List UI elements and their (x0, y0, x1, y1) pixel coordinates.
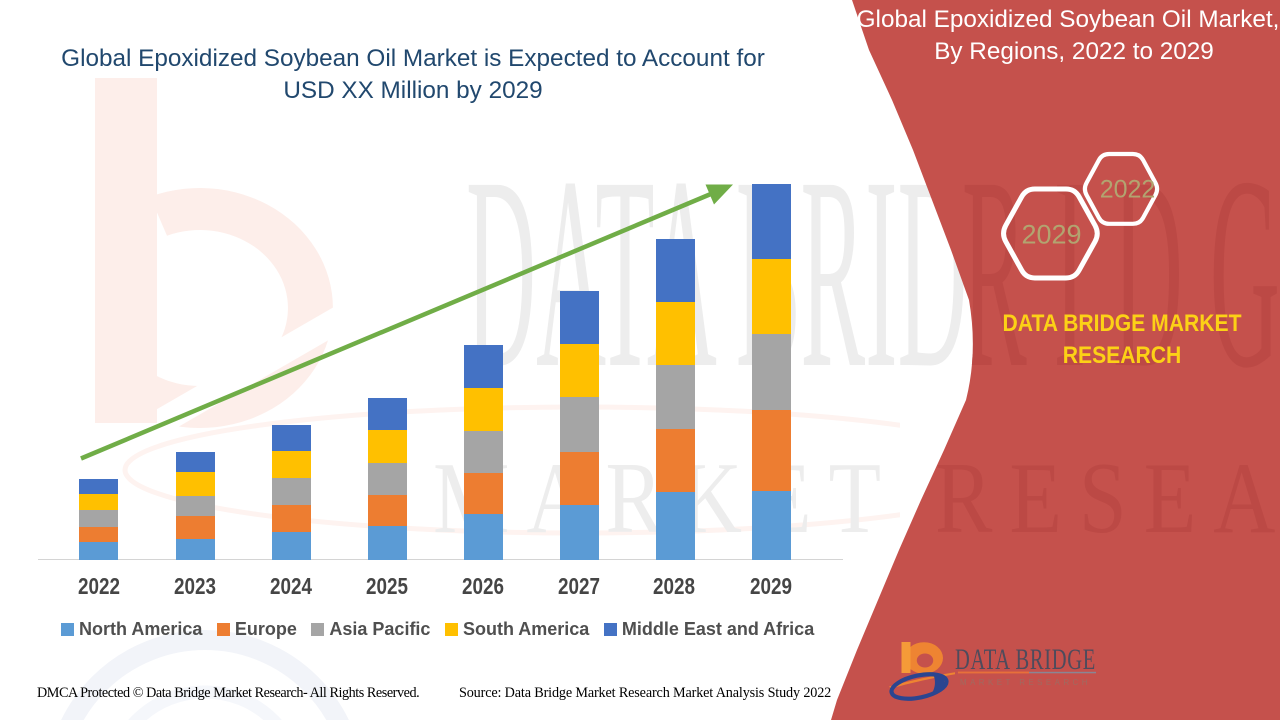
svg-text:DATA BRIDGE: DATA BRIDGE (955, 642, 1096, 676)
svg-text:2029: 2029 (1021, 220, 1081, 250)
svg-text:MARKET RESEARCH: MARKET RESEARCH (960, 678, 1091, 687)
svg-text:2022: 2022 (1100, 175, 1156, 203)
